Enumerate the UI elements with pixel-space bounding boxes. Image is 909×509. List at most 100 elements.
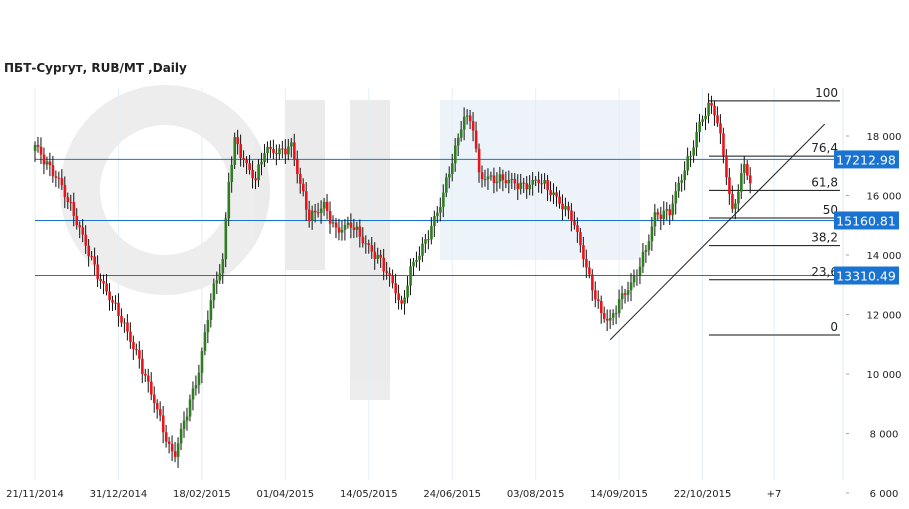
- candle-body: [328, 210, 332, 224]
- candle-body: [334, 222, 338, 228]
- candle-body: [605, 318, 609, 321]
- candle-body: [513, 178, 517, 184]
- candle-body: [194, 385, 198, 389]
- candle-body: [427, 239, 430, 241]
- candle-body: [576, 225, 579, 233]
- x-tick-label: 14/05/2015: [340, 489, 398, 500]
- candle-body: [209, 300, 213, 320]
- candle-body: [620, 293, 624, 300]
- candle-body: [72, 202, 76, 216]
- candle-body: [141, 358, 144, 374]
- candle-body: [608, 317, 612, 321]
- candle-body: [647, 241, 651, 250]
- candle-body: [591, 274, 594, 291]
- candle-body: [269, 146, 272, 150]
- candle-body: [200, 351, 204, 373]
- candle-body: [132, 341, 135, 350]
- price-level-tag: [834, 150, 899, 169]
- candle-body: [507, 179, 511, 184]
- candle-body: [424, 239, 427, 244]
- candle-body: [257, 164, 260, 181]
- candle-body: [84, 234, 88, 246]
- candle-body: [534, 179, 538, 181]
- candle-body: [63, 185, 67, 198]
- candle-body: [486, 176, 490, 180]
- candle-body: [570, 210, 573, 222]
- candle-body: [468, 115, 472, 122]
- candle-body: [182, 420, 186, 429]
- candle-body: [692, 147, 695, 156]
- candle-body: [731, 194, 734, 209]
- candle-body: [588, 267, 591, 275]
- candle-body: [650, 226, 654, 242]
- candle-body: [376, 254, 380, 259]
- candle-body: [355, 226, 359, 230]
- candle-body: [415, 259, 418, 262]
- candle-body: [474, 130, 478, 149]
- candle-body: [397, 293, 400, 301]
- candle-body: [540, 183, 543, 185]
- candle-body: [167, 441, 171, 445]
- candle-body: [436, 212, 439, 217]
- candle-body: [158, 409, 162, 416]
- candle-body: [537, 179, 541, 184]
- candle-body: [48, 161, 52, 166]
- candle-body: [254, 178, 257, 181]
- candle-body: [519, 182, 523, 190]
- candle-body: [471, 121, 475, 131]
- candle-body: [206, 319, 210, 333]
- fib-level-label: 61,8: [811, 175, 838, 189]
- candle-body: [66, 197, 70, 203]
- candle-body: [144, 373, 147, 376]
- candle-body: [227, 181, 231, 219]
- candle-body: [552, 192, 555, 195]
- x-tick-label: 14/09/2015: [590, 489, 648, 500]
- x-tick-label: 03/08/2015: [507, 489, 565, 500]
- candle-body: [626, 290, 630, 295]
- y-tick-label: 16 000: [867, 192, 902, 203]
- candle-body: [51, 165, 55, 177]
- candle-body: [433, 216, 436, 227]
- candle-body: [373, 251, 377, 259]
- candle-body: [39, 146, 43, 155]
- candle-body: [743, 164, 746, 174]
- candle-body: [614, 313, 618, 315]
- candle-body: [722, 133, 725, 156]
- candle-body: [418, 255, 421, 260]
- candle-body: [477, 148, 481, 173]
- candle-body: [164, 432, 168, 442]
- x-tick-label: 21/11/2014: [6, 489, 64, 500]
- candle-body: [197, 372, 201, 386]
- candle-body: [528, 184, 532, 190]
- candle-body: [215, 280, 219, 284]
- candle-body: [582, 245, 585, 260]
- candle-body: [129, 331, 132, 342]
- candle-body: [728, 177, 731, 195]
- candle-body: [153, 394, 156, 404]
- candle-body: [546, 180, 549, 191]
- candle-body: [212, 283, 216, 301]
- candle-body: [421, 243, 424, 256]
- candle-body: [480, 172, 484, 180]
- candle-body: [90, 256, 94, 258]
- candle-body: [641, 251, 645, 267]
- y-tick-label: 18 000: [867, 132, 902, 143]
- candle-body: [307, 209, 311, 221]
- candle-body: [96, 264, 99, 280]
- candle-body: [462, 116, 466, 130]
- candle-body: [331, 222, 335, 224]
- candle-body: [155, 403, 159, 410]
- candle-body: [242, 158, 245, 161]
- candle-body: [170, 444, 174, 452]
- candle-body: [439, 206, 442, 213]
- candle-body: [304, 191, 308, 210]
- candle-body: [707, 102, 710, 116]
- candle-body: [81, 227, 85, 235]
- watermark-logo: [60, 85, 640, 400]
- candle-body: [263, 153, 266, 162]
- candle-body: [638, 266, 642, 276]
- x-tick-label: 01/04/2015: [256, 489, 314, 500]
- candle-body: [173, 451, 177, 457]
- candle-body: [251, 169, 254, 179]
